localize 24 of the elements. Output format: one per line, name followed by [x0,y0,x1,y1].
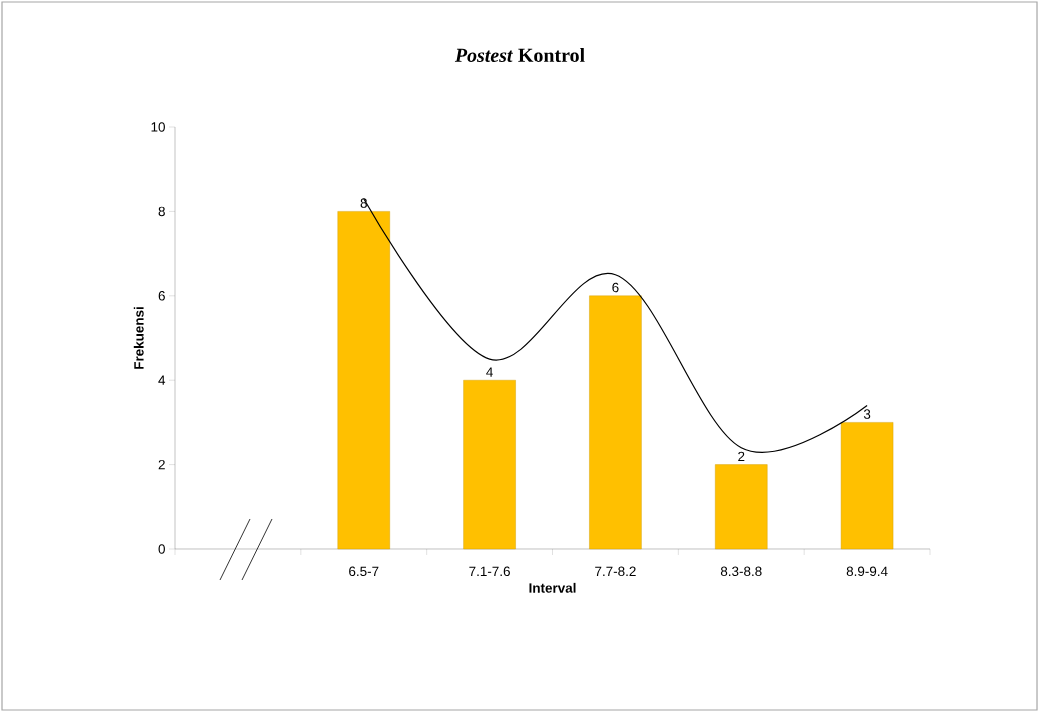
y-tick-label: 0 [158,544,165,554]
x-tick-label: 6.5-7 [349,566,379,577]
y-tick-label: 2 [158,459,165,470]
y-tick-label: 8 [158,206,165,217]
bar [463,380,516,550]
y-tick-label: 4 [158,375,166,385]
bar [715,464,768,550]
chart-title: Postest Kontrol [454,47,585,62]
x-tick-label: 8.3-8.8 [720,566,762,577]
data-label: 2 [738,451,745,462]
x-tick-label: 7.7-8.2 [595,566,636,577]
bar [589,295,642,550]
y-axis-title: Frekuensi [133,307,144,369]
data-label: 6 [612,282,619,293]
x-tick-label: 7.1-7.6 [469,566,510,577]
data-label: 3 [863,409,871,419]
x-axis-title: Interval [529,582,576,593]
y-tick-label: 10 [151,122,165,132]
data-label: 4 [486,367,493,377]
data-label: 8 [360,198,367,208]
x-tick-label: 8.9-9.4 [846,566,888,577]
y-tick-label: 6 [158,291,165,301]
bar [337,211,390,550]
bar [840,422,894,550]
